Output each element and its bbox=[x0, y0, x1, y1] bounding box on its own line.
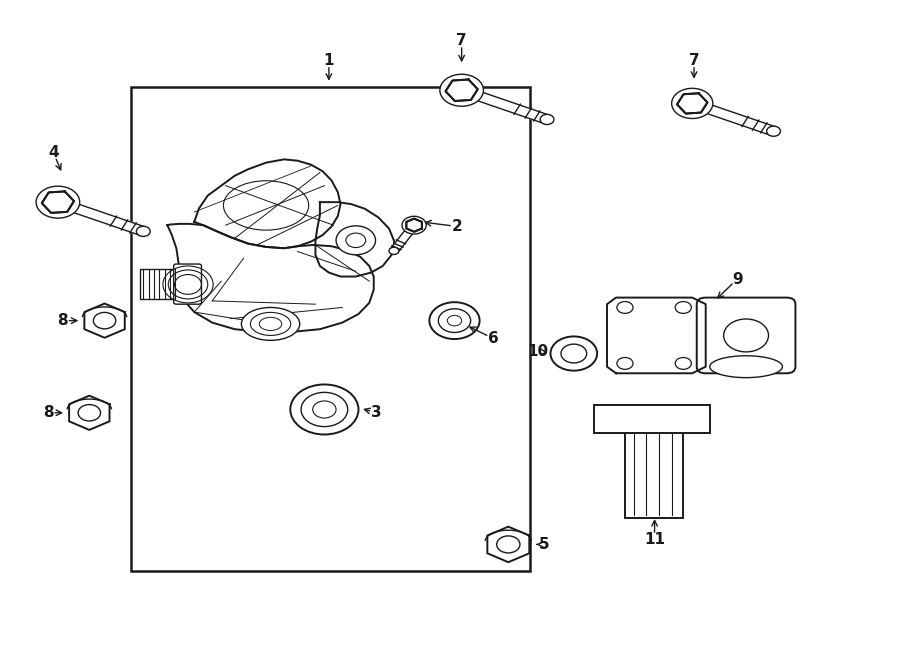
Polygon shape bbox=[85, 303, 125, 338]
Polygon shape bbox=[677, 93, 707, 114]
Bar bbox=[594, 405, 710, 432]
Text: 2: 2 bbox=[452, 219, 463, 234]
Ellipse shape bbox=[241, 307, 300, 340]
Polygon shape bbox=[194, 159, 340, 249]
Circle shape bbox=[540, 114, 554, 124]
Text: 4: 4 bbox=[48, 145, 58, 160]
Polygon shape bbox=[41, 192, 74, 213]
Text: 7: 7 bbox=[688, 53, 699, 68]
Polygon shape bbox=[446, 79, 478, 101]
Polygon shape bbox=[689, 99, 776, 136]
Circle shape bbox=[137, 226, 150, 237]
Polygon shape bbox=[69, 396, 110, 430]
Circle shape bbox=[551, 336, 597, 371]
Circle shape bbox=[336, 226, 375, 254]
Circle shape bbox=[675, 358, 691, 369]
FancyBboxPatch shape bbox=[174, 264, 202, 304]
Ellipse shape bbox=[710, 356, 782, 377]
Text: 7: 7 bbox=[456, 34, 467, 48]
Polygon shape bbox=[390, 223, 418, 253]
FancyBboxPatch shape bbox=[697, 297, 796, 373]
Circle shape bbox=[767, 126, 780, 136]
Polygon shape bbox=[487, 527, 529, 563]
Circle shape bbox=[36, 186, 80, 218]
Circle shape bbox=[440, 74, 483, 106]
Text: 6: 6 bbox=[488, 331, 499, 346]
Polygon shape bbox=[55, 198, 146, 235]
Polygon shape bbox=[677, 93, 707, 114]
Polygon shape bbox=[459, 86, 550, 124]
Text: 8: 8 bbox=[57, 313, 68, 328]
Bar bbox=[140, 269, 184, 299]
Polygon shape bbox=[315, 202, 394, 276]
Polygon shape bbox=[607, 297, 706, 373]
Text: 8: 8 bbox=[42, 405, 53, 420]
Circle shape bbox=[429, 302, 480, 339]
Circle shape bbox=[402, 216, 427, 234]
Circle shape bbox=[561, 344, 587, 363]
Polygon shape bbox=[406, 219, 422, 232]
Polygon shape bbox=[167, 224, 374, 332]
Polygon shape bbox=[446, 79, 478, 101]
Bar bbox=[625, 409, 683, 518]
Text: 10: 10 bbox=[527, 344, 548, 359]
Circle shape bbox=[291, 385, 358, 434]
Circle shape bbox=[616, 358, 633, 369]
Circle shape bbox=[616, 301, 633, 313]
Text: 9: 9 bbox=[732, 272, 742, 287]
Circle shape bbox=[671, 89, 713, 118]
Bar bbox=[130, 87, 530, 570]
Text: 11: 11 bbox=[644, 531, 665, 547]
Text: 3: 3 bbox=[371, 405, 382, 420]
Circle shape bbox=[675, 301, 691, 313]
Text: 5: 5 bbox=[539, 537, 550, 552]
Polygon shape bbox=[406, 219, 422, 232]
Circle shape bbox=[389, 247, 399, 254]
Polygon shape bbox=[41, 192, 74, 213]
Text: 1: 1 bbox=[324, 53, 334, 68]
